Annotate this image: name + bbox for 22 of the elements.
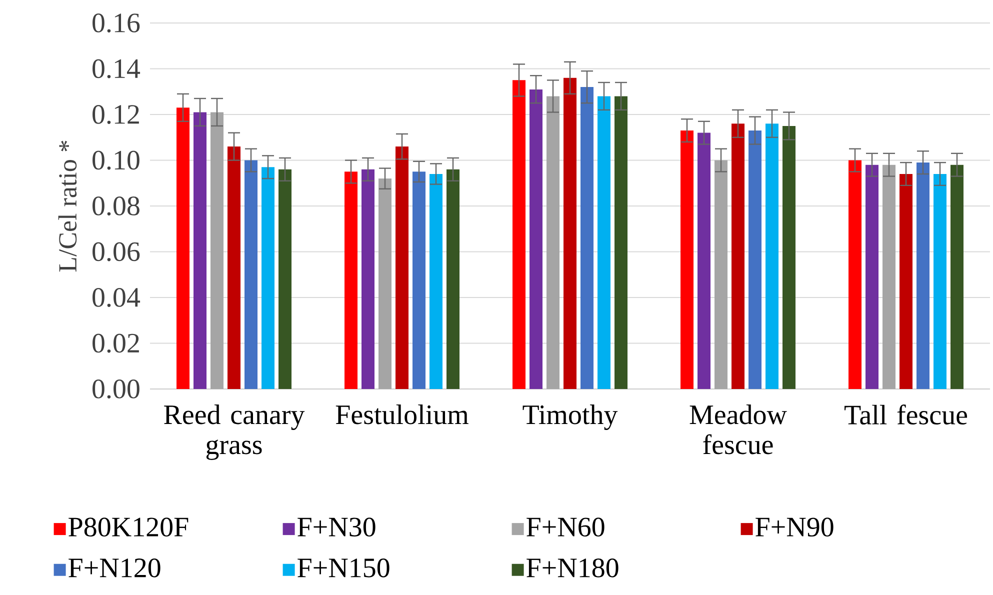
x-tick-label: Reed canary grass — [164, 404, 305, 460]
y-tick-label: 0.04 — [92, 288, 140, 308]
y-tick-label: 0.10 — [92, 150, 140, 170]
x-tick-label: Tall fescue — [844, 404, 968, 425]
x-tick-label: Festulolium — [336, 404, 468, 424]
y-tick-label: 0.08 — [92, 196, 140, 216]
y-tick-label: 0.14 — [92, 59, 140, 78]
y-tick-label: 0.00 — [92, 379, 140, 399]
legend-label: F+N30 — [298, 518, 376, 537]
y-tick-label: 0.06 — [92, 242, 140, 262]
legend-label: F+N150 — [298, 558, 390, 578]
y-axis-title: L/Cel ratio * — [58, 140, 77, 272]
y-tick-label: 0.12 — [92, 104, 139, 124]
legend-label: F+N90 — [756, 518, 834, 537]
x-tick-label: Timothy — [522, 404, 618, 430]
x-tick-label: Meadow fescue — [690, 404, 787, 454]
legend-label: P80K120F — [68, 518, 188, 537]
legend-label: F+N60 — [526, 518, 604, 537]
y-tick-label: 0.16 — [92, 13, 140, 33]
legend-label: F+N120 — [68, 558, 160, 578]
legend-label: F+N180 — [526, 558, 618, 578]
y-tick-label: 0.02 — [92, 334, 139, 353]
